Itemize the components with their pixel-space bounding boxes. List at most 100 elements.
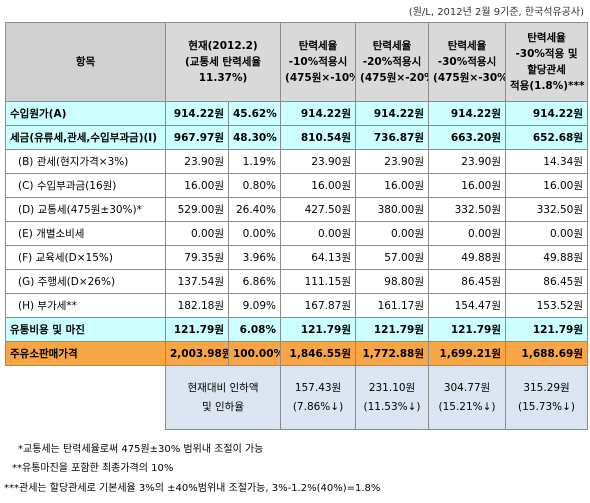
header-line: 적용(1.8%)*** bbox=[510, 80, 585, 92]
cell: 167.87원 bbox=[280, 293, 357, 318]
cell: 121.79원 bbox=[355, 317, 430, 342]
cell: 121.79원 bbox=[165, 317, 229, 342]
table-body: 수입원가(A) 914.22원 45.62% 914.22원 914.22원 914.22… bbox=[5, 101, 589, 430]
header-line: 현재(2012.2) bbox=[188, 40, 258, 52]
cell: 86.45원 bbox=[428, 269, 507, 294]
header-line: 탄력세율 bbox=[298, 40, 338, 52]
cell: 49.88원 bbox=[428, 245, 507, 270]
cell: 6.86% bbox=[227, 269, 282, 294]
cell: 49.88원 bbox=[505, 245, 589, 270]
cell: 1,772.88원 bbox=[355, 341, 430, 366]
price-table: 항목 현재(2012.2) (교통세 탄력세율 11.37%) 탄력세율 -10%적용시 (… bbox=[5, 22, 589, 430]
table-row: 세금(유류세,관세,수입부과금)(I) 967.97원 48.30% 810.54원 7… bbox=[5, 125, 589, 150]
table-row: 유통비용 및 마진 121.79원 6.08% 121.79원 121.79원 121.7… bbox=[5, 317, 589, 342]
cell: 154.47원 bbox=[428, 293, 507, 318]
table-row: (H) 부가세** 182.18원 9.09% 167.87원 161.17원 154.4… bbox=[5, 293, 589, 318]
cell: 0.00원 bbox=[355, 221, 430, 246]
cell: 967.97원 bbox=[165, 125, 229, 150]
header-line: 항목 bbox=[75, 56, 96, 68]
cell: 161.17원 bbox=[355, 293, 430, 318]
table-row: 수입원가(A) 914.22원 45.62% 914.22원 914.22원 914.22… bbox=[5, 101, 589, 126]
cell: 26.40% bbox=[227, 197, 282, 222]
header-line: 할당관세 bbox=[527, 64, 566, 76]
cell: 0.80% bbox=[227, 173, 282, 198]
cell: 23.90원 bbox=[280, 149, 357, 174]
blank-cell bbox=[5, 365, 166, 430]
cell: 100.00% bbox=[227, 341, 282, 366]
header-cell: 탄력세율 -20%적용시 (475원×-20%) bbox=[355, 22, 430, 102]
cell: 1,688.69원 bbox=[505, 341, 589, 366]
header-cell: 탄력세율 -30%적용시 (475원×-30%) bbox=[428, 22, 507, 102]
cell: 914.22원 bbox=[165, 101, 229, 126]
header-cell: 항목 bbox=[5, 22, 166, 102]
cell: 23.90원 bbox=[355, 149, 430, 174]
cell: 23.90원 bbox=[165, 149, 229, 174]
cell: 380.00원 bbox=[355, 197, 430, 222]
cell: 427.50원 bbox=[280, 197, 357, 222]
cell: 64.13원 bbox=[280, 245, 357, 270]
cell: 16.00원 bbox=[165, 173, 229, 198]
row-label: (F) 교육세(D×15%) bbox=[5, 245, 166, 270]
cell: 0.00원 bbox=[280, 221, 357, 246]
cell: 121.79원 bbox=[505, 317, 589, 342]
cell: 14.34원 bbox=[505, 149, 589, 174]
header-line: 탄력세율 bbox=[527, 32, 566, 44]
cell: 57.00원 bbox=[355, 245, 430, 270]
cell: 16.00원 bbox=[280, 173, 357, 198]
cell: 182.18원 bbox=[165, 293, 229, 318]
header-line: -20%적용시 bbox=[362, 56, 422, 68]
cell: 98.80원 bbox=[355, 269, 430, 294]
footnote: ***관세는 할당관세로 기본세율 3%의 ±40%범위내 조절가능, 3%-1… bbox=[4, 483, 381, 494]
footer-value: (11.53%↓) bbox=[363, 400, 421, 413]
cell: 914.22원 bbox=[505, 101, 589, 126]
cell: 0.00원 bbox=[428, 221, 507, 246]
footer-row: 현재대비 인하액 및 인하율 157.43원 (7.86%↓) 231.10원 (11.5… bbox=[5, 365, 589, 430]
row-label: 세금(유류세,관세,수입부과금)(I) bbox=[5, 125, 166, 150]
cell: 45.62% bbox=[227, 101, 282, 126]
footnote: *교통세는 탄력세율로써 475원±30% 범위내 조절이 가능 bbox=[18, 444, 264, 455]
footer-label-line: 현재대비 인하액 bbox=[187, 381, 259, 394]
footnote: **유통마진을 포함한 최종가격의 10% bbox=[12, 463, 174, 474]
footer-value: 304.77원 bbox=[443, 381, 491, 394]
cell: 914.22원 bbox=[355, 101, 430, 126]
header-line: 탄력세율 bbox=[372, 40, 412, 52]
footer-value: 231.10원 bbox=[368, 381, 416, 394]
table-row: (F) 교육세(D×15%) 79.35원 3.96% 64.13원 57.00원 49.… bbox=[5, 245, 589, 270]
cell: 332.50원 bbox=[428, 197, 507, 222]
source-note: (원/L, 2012년 2월 9기준, 한국석유공사) bbox=[408, 7, 584, 18]
row-label: (H) 부가세** bbox=[5, 293, 166, 318]
row-label: (B) 관세(현지가격×3%) bbox=[5, 149, 166, 174]
header-line: 탄력세율 bbox=[447, 40, 487, 52]
cell: 1,699.21원 bbox=[428, 341, 507, 366]
footer-cell: 304.77원 (15.21%↓) bbox=[428, 365, 507, 430]
cell: 914.22원 bbox=[428, 101, 507, 126]
header-line: (교통세 탄력세율 bbox=[184, 56, 262, 68]
footer-value: (15.21%↓) bbox=[438, 400, 496, 413]
cell: 111.15원 bbox=[280, 269, 357, 294]
header-row: 항목 현재(2012.2) (교통세 탄력세율 11.37%) 탄력세율 -10%적용시 (… bbox=[5, 22, 589, 102]
cell: 121.79원 bbox=[428, 317, 507, 342]
row-label: 유통비용 및 마진 bbox=[5, 317, 166, 342]
footer-label-line: 및 인하율 bbox=[202, 400, 244, 413]
cell: 332.50원 bbox=[505, 197, 589, 222]
row-label: (E) 개별소비세 bbox=[5, 221, 166, 246]
header-line: (475원×-20%) bbox=[360, 72, 428, 84]
header-cell: 탄력세율 -10%적용시 (475원×-10%) bbox=[280, 22, 357, 102]
header-line: -30%적용시 bbox=[437, 56, 497, 68]
cell: 2,003.98원 bbox=[165, 341, 229, 366]
header-line: -10%적용시 bbox=[288, 56, 348, 68]
cell: 529.00원 bbox=[165, 197, 229, 222]
header-cell: 탄력세율 -30%적용 및 할당관세 적용(1.8%)*** bbox=[505, 22, 589, 102]
footer-cell: 231.10원 (11.53%↓) bbox=[355, 365, 430, 430]
header-line: (475원×-10%) bbox=[285, 72, 355, 84]
cell: 810.54원 bbox=[280, 125, 357, 150]
cell: 153.52원 bbox=[505, 293, 589, 318]
header-cell: 현재(2012.2) (교통세 탄력세율 11.37%) bbox=[164, 22, 282, 102]
table-row: (E) 개별소비세 0.00원 0.00% 0.00원 0.00원 0.00원 0.00원 bbox=[5, 221, 589, 246]
footer-cell: 315.29원 (15.73%↓) bbox=[505, 365, 589, 430]
cell: 137.54원 bbox=[165, 269, 229, 294]
cell: 914.22원 bbox=[280, 101, 357, 126]
cell: 23.90원 bbox=[428, 149, 507, 174]
